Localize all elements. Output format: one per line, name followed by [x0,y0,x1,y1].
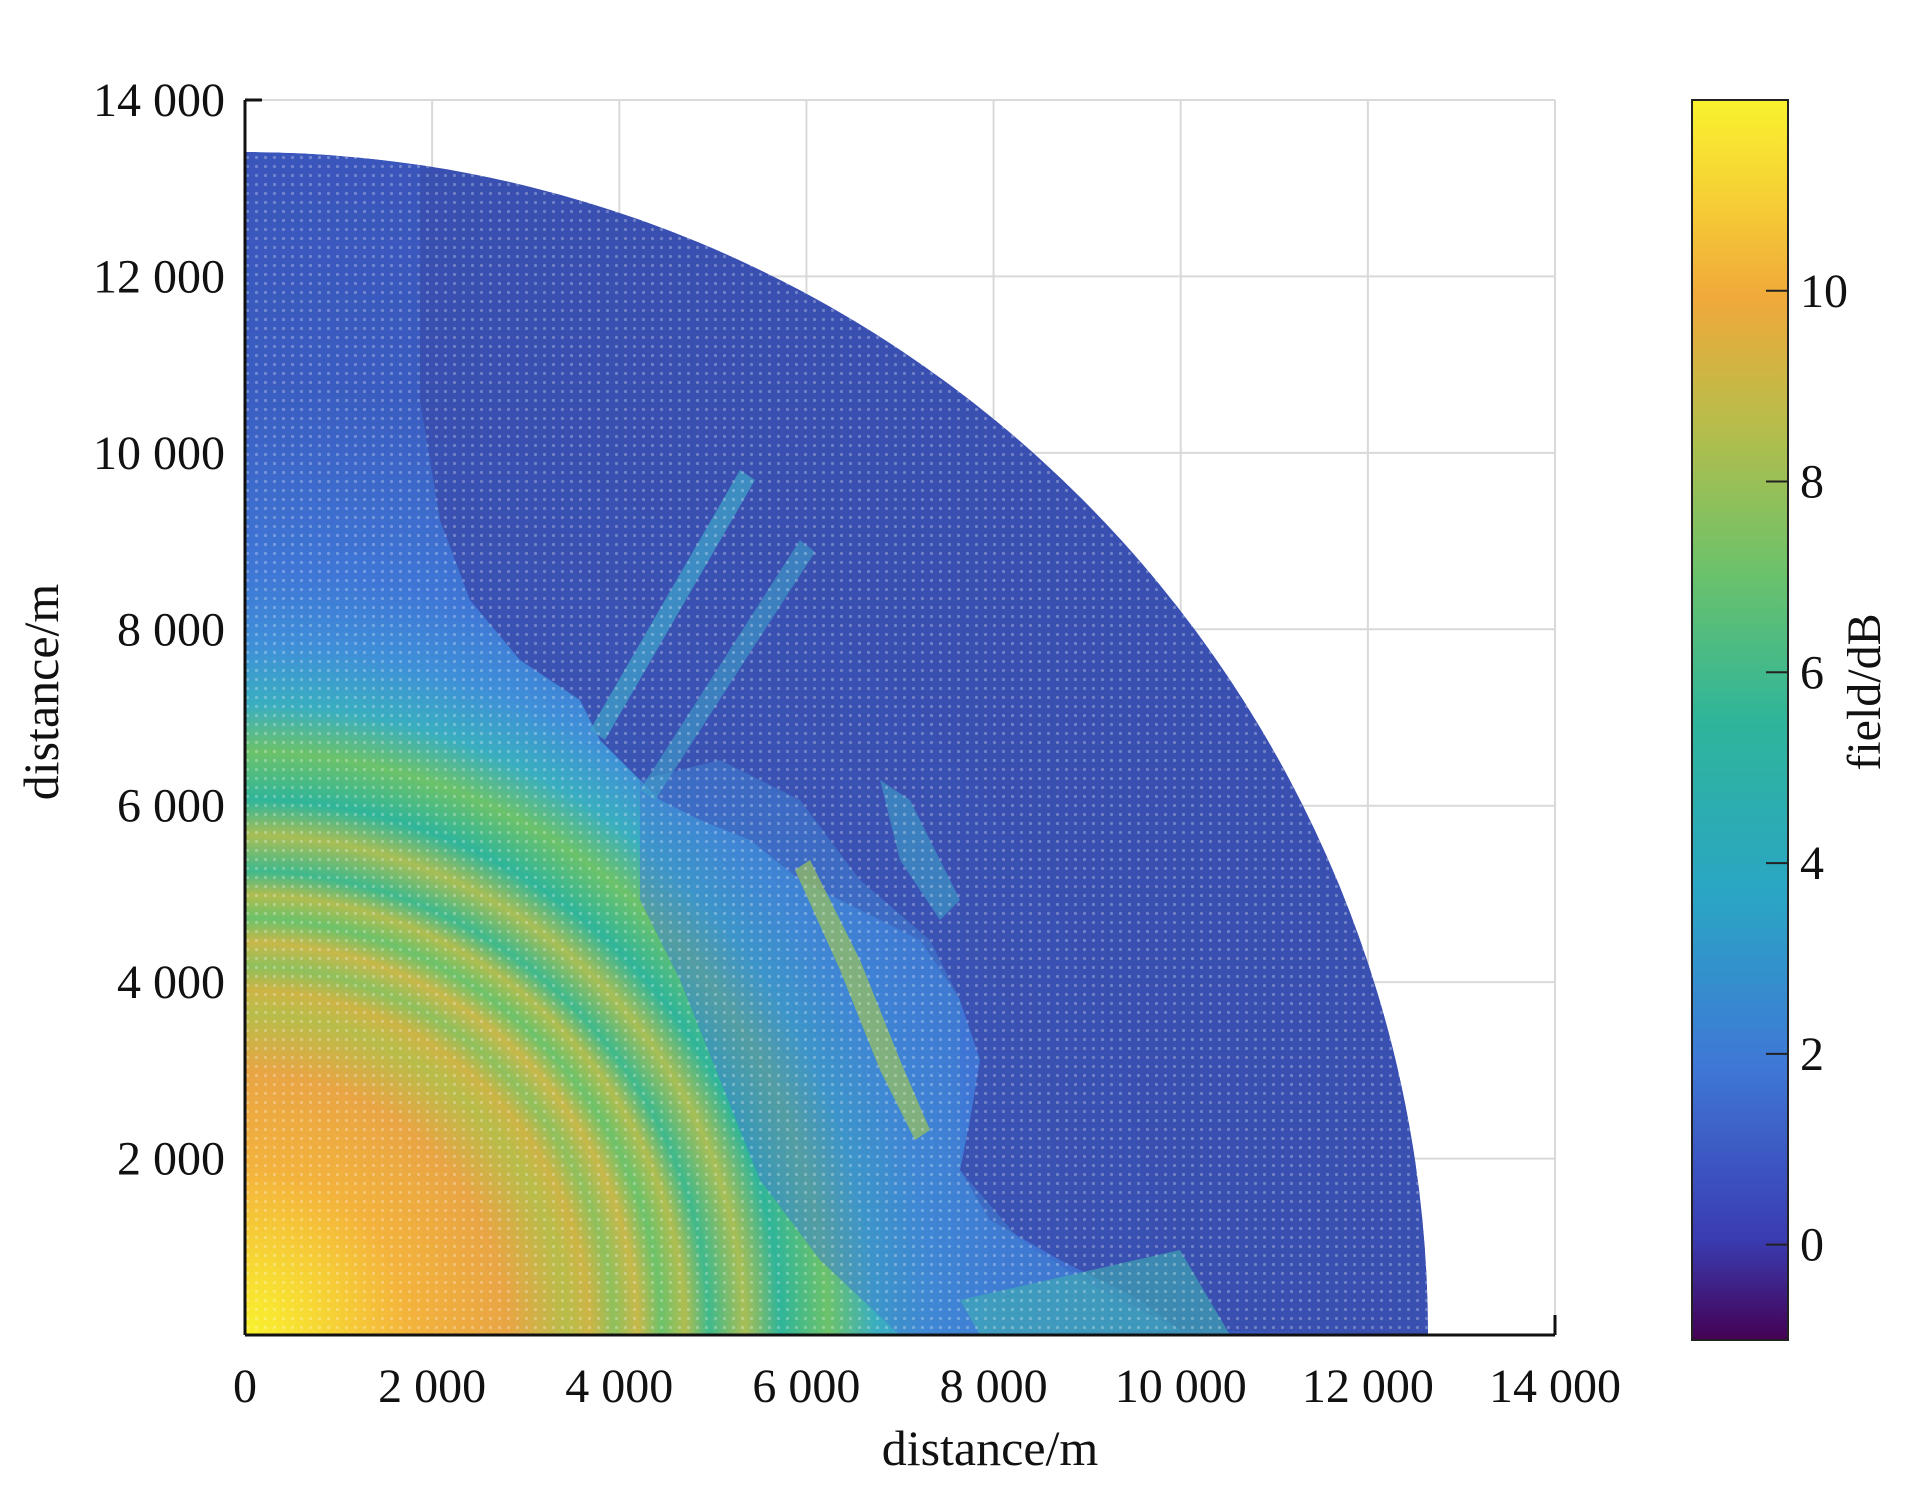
x-tick-label: 4 000 [565,1360,673,1413]
x-axis-ticks: 0 2 000 4 000 6 000 8 000 10 000 12 000 14 000 [233,1360,1621,1413]
y-axis-ticks: 2 000 4 000 6 000 8 000 10 000 12 000 14 000 [93,74,225,1186]
colorbar-label: field/dB [1838,613,1891,770]
axes-frame [243,98,1557,1337]
colorbar: 0 2 4 6 8 10 field/dB [1691,99,1891,1341]
colorbar-ticks: 0 2 4 6 8 10 [1766,265,1848,1272]
y-axis-label: distance/m [13,584,69,801]
x-tick-label: 2 000 [378,1360,486,1413]
y-tick-label: 12 000 [93,250,225,303]
x-axis-label: distance/m [882,1420,1099,1476]
colorbar-tick-label: 6 [1800,646,1824,699]
colorbar-tick-label: 4 [1800,837,1824,890]
colorbar-gradient [1691,99,1789,1341]
y-tick-label: 2 000 [117,1133,225,1186]
x-tick-label: 10 000 [1115,1360,1247,1413]
x-tick-label: 6 000 [752,1360,860,1413]
y-tick-label: 14 000 [93,74,225,127]
y-tick-label: 4 000 [117,956,225,1009]
colorbar-tick-label: 2 [1800,1028,1824,1081]
x-tick-label: 0 [233,1360,257,1413]
x-tick-label: 14 000 [1489,1360,1621,1413]
colorbar-tick-label: 10 [1800,265,1848,318]
x-tick-label: 12 000 [1302,1360,1434,1413]
field-heatmap [245,152,1428,1335]
y-tick-label: 8 000 [117,603,225,656]
x-tick-label: 8 000 [940,1360,1048,1413]
y-tick-label: 10 000 [93,427,225,480]
colorbar-tick-label: 0 [1800,1219,1824,1272]
y-tick-label: 6 000 [117,780,225,833]
colorbar-tick-label: 8 [1800,456,1824,509]
